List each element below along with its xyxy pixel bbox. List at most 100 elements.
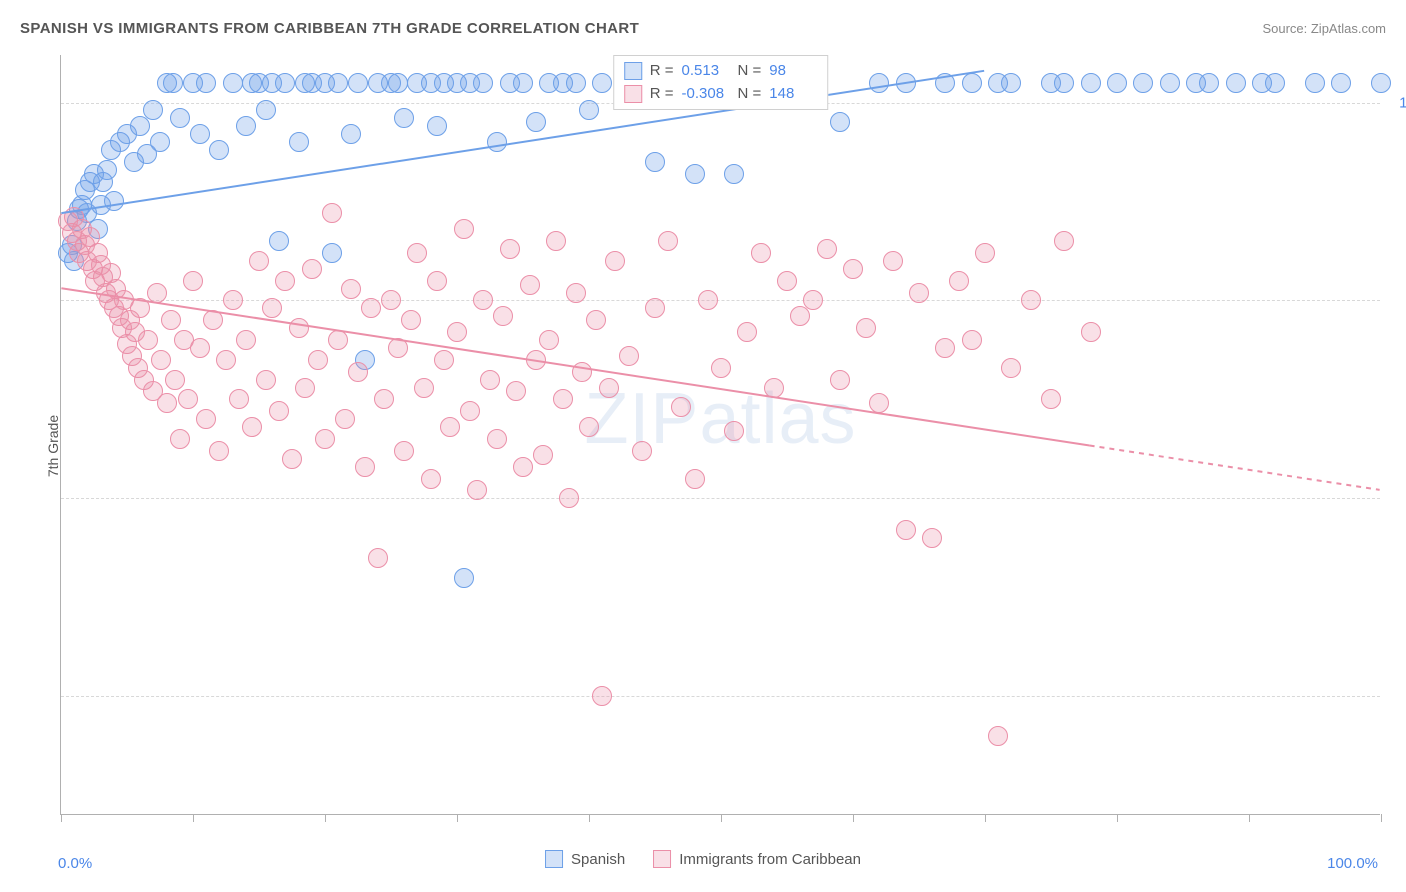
scatter-point-caribbean <box>843 259 863 279</box>
scatter-point-caribbean <box>1021 290 1041 310</box>
scatter-point-spanish <box>104 191 124 211</box>
scatter-point-caribbean <box>586 310 606 330</box>
scatter-point-caribbean <box>440 417 460 437</box>
scatter-point-spanish <box>163 73 183 93</box>
scatter-point-caribbean <box>460 401 480 421</box>
scatter-point-caribbean <box>355 457 375 477</box>
scatter-point-spanish <box>935 73 955 93</box>
scatter-point-caribbean <box>165 370 185 390</box>
scatter-point-caribbean <box>572 362 592 382</box>
x-axis-min-label: 0.0% <box>58 855 92 872</box>
scatter-point-spanish <box>579 100 599 120</box>
scatter-point-caribbean <box>138 330 158 350</box>
scatter-point-caribbean <box>493 306 513 326</box>
scatter-point-spanish <box>1331 73 1351 93</box>
scatter-point-spanish <box>1107 73 1127 93</box>
scatter-point-spanish <box>896 73 916 93</box>
scatter-point-caribbean <box>203 310 223 330</box>
scatter-point-spanish <box>143 100 163 120</box>
x-tick <box>1381 814 1382 822</box>
scatter-point-caribbean <box>434 350 454 370</box>
scatter-point-spanish <box>289 132 309 152</box>
n-label: N = <box>738 83 762 106</box>
x-tick <box>589 814 590 822</box>
scatter-point-caribbean <box>658 231 678 251</box>
scatter-point-caribbean <box>183 271 203 291</box>
stats-row-spanish: R = 0.513 N = 98 <box>624 60 818 83</box>
scatter-point-caribbean <box>178 389 198 409</box>
scatter-point-spanish <box>1054 73 1074 93</box>
scatter-point-caribbean <box>1081 322 1101 342</box>
scatter-point-caribbean <box>454 219 474 239</box>
gridline <box>61 498 1380 499</box>
scatter-point-caribbean <box>161 310 181 330</box>
scatter-point-caribbean <box>579 417 599 437</box>
scatter-point-caribbean <box>546 231 566 251</box>
scatter-point-caribbean <box>962 330 982 350</box>
y-tick-label: 85.0% <box>1390 688 1406 705</box>
scatter-point-caribbean <box>249 251 269 271</box>
scatter-point-spanish <box>592 73 612 93</box>
y-tick-label: 95.0% <box>1390 292 1406 309</box>
scatter-point-caribbean <box>506 381 526 401</box>
scatter-point-caribbean <box>1001 358 1021 378</box>
scatter-point-spanish <box>1265 73 1285 93</box>
legend-label-spanish: Spanish <box>571 851 625 868</box>
scatter-point-caribbean <box>374 389 394 409</box>
scatter-point-caribbean <box>566 283 586 303</box>
scatter-point-spanish <box>196 73 216 93</box>
scatter-point-caribbean <box>223 290 243 310</box>
scatter-point-spanish <box>388 73 408 93</box>
stats-legend: R = 0.513 N = 98 R = -0.308 N = 148 <box>613 55 829 110</box>
n-label: N = <box>738 60 762 83</box>
scatter-point-spanish <box>341 124 361 144</box>
scatter-point-spanish <box>1160 73 1180 93</box>
scatter-point-spanish <box>724 164 744 184</box>
scatter-point-caribbean <box>599 378 619 398</box>
scatter-point-caribbean <box>256 370 276 390</box>
gridline <box>61 300 1380 301</box>
r-value-spanish: 0.513 <box>682 60 730 83</box>
scatter-point-caribbean <box>487 429 507 449</box>
scatter-point-caribbean <box>777 271 797 291</box>
r-label: R = <box>650 60 674 83</box>
scatter-point-spanish <box>685 164 705 184</box>
scatter-point-caribbean <box>559 488 579 508</box>
scatter-point-spanish <box>1305 73 1325 93</box>
scatter-point-caribbean <box>480 370 500 390</box>
scatter-point-spanish <box>275 73 295 93</box>
scatter-point-caribbean <box>394 441 414 461</box>
scatter-point-caribbean <box>737 322 757 342</box>
swatch-spanish <box>624 62 642 80</box>
scatter-point-caribbean <box>922 528 942 548</box>
scatter-point-caribbean <box>896 520 916 540</box>
watermark-text: ZIPatlas <box>584 378 856 460</box>
scatter-point-caribbean <box>803 290 823 310</box>
chart-header: SPANISH VS IMMIGRANTS FROM CARIBBEAN 7TH… <box>20 20 1386 37</box>
scatter-point-caribbean <box>242 417 262 437</box>
y-axis-label: 7th Grade <box>45 415 61 477</box>
scatter-point-spanish <box>526 112 546 132</box>
scatter-point-caribbean <box>764 378 784 398</box>
scatter-point-caribbean <box>473 290 493 310</box>
scatter-point-caribbean <box>381 290 401 310</box>
scatter-point-spanish <box>209 140 229 160</box>
x-tick <box>1249 814 1250 822</box>
scatter-point-caribbean <box>170 429 190 449</box>
scatter-point-caribbean <box>407 243 427 263</box>
gridline <box>61 696 1380 697</box>
scatter-point-caribbean <box>533 445 553 465</box>
scatter-point-caribbean <box>520 275 540 295</box>
chart-title: SPANISH VS IMMIGRANTS FROM CARIBBEAN 7TH… <box>20 20 639 37</box>
scatter-point-caribbean <box>308 350 328 370</box>
scatter-point-caribbean <box>869 393 889 413</box>
scatter-point-caribbean <box>724 421 744 441</box>
scatter-point-spanish <box>150 132 170 152</box>
swatch-caribbean <box>624 85 642 103</box>
scatter-point-spanish <box>962 73 982 93</box>
scatter-point-caribbean <box>1054 231 1074 251</box>
scatter-point-caribbean <box>467 480 487 500</box>
scatter-point-spanish <box>269 231 289 251</box>
scatter-point-caribbean <box>414 378 434 398</box>
scatter-point-caribbean <box>348 362 368 382</box>
